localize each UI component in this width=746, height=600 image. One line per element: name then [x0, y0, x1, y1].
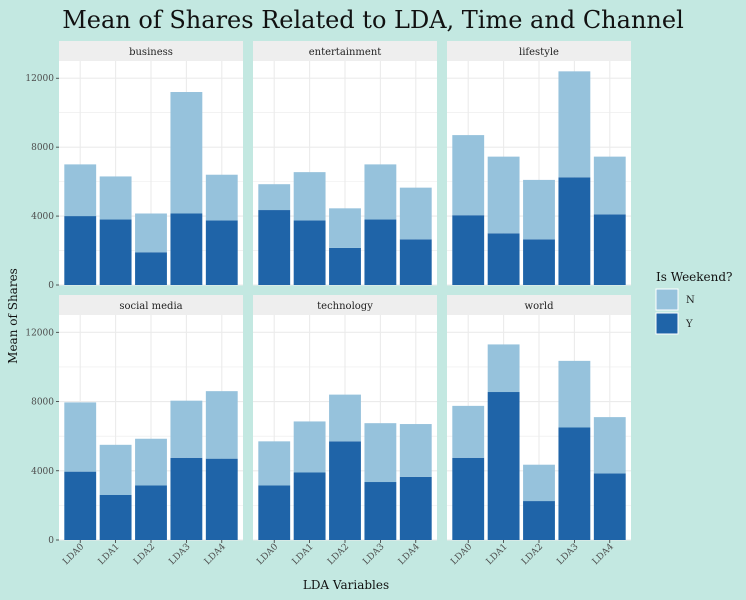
- bar-business-n-lda0: [64, 164, 97, 217]
- bar-world-n-lda4: [593, 417, 626, 474]
- bar-entertainment-y-lda2: [329, 247, 361, 285]
- strip-world: [447, 295, 631, 315]
- bar-social-media-y-lda0: [64, 471, 97, 540]
- bar-lifestyle-y-lda1: [487, 233, 520, 285]
- strip-social-media: [59, 295, 243, 315]
- bar-business-y-lda4: [205, 220, 238, 285]
- bar-world-n-lda1: [487, 344, 520, 393]
- bar-entertainment-n-lda4: [399, 187, 432, 240]
- bar-lifestyle-y-lda0: [452, 215, 485, 285]
- bar-social-media-n-lda4: [205, 391, 238, 459]
- bar-entertainment-n-lda1: [293, 172, 326, 221]
- bar-world-y-lda3: [558, 427, 591, 540]
- y-tick-label-social-media: 4000: [31, 467, 54, 477]
- bar-lifestyle-n-lda4: [593, 156, 626, 215]
- bar-lifestyle-n-lda2: [523, 179, 555, 240]
- bar-entertainment-y-lda3: [364, 219, 397, 285]
- legend: Is Weekend? N Y: [655, 270, 733, 335]
- bar-social-media-y-lda1: [99, 495, 132, 540]
- bar-lifestyle-n-lda3: [558, 71, 591, 178]
- legend-label-n: N: [686, 295, 695, 306]
- bar-world-y-lda0: [452, 457, 485, 540]
- bar-social-media-y-lda3: [170, 457, 203, 540]
- strip-label-world: world: [525, 301, 555, 312]
- bar-technology-y-lda4: [399, 476, 432, 540]
- y-tick-label-social-media: 12000: [25, 328, 54, 338]
- legend-key-y: [655, 312, 679, 335]
- legend-label-y: Y: [685, 319, 693, 330]
- bar-entertainment-y-lda4: [399, 239, 432, 285]
- bar-world-y-lda4: [593, 473, 626, 540]
- bar-technology-y-lda3: [364, 482, 397, 540]
- bar-entertainment-y-lda1: [293, 220, 326, 285]
- bar-technology-n-lda4: [399, 424, 432, 477]
- legend-title: Is Weekend?: [656, 270, 733, 284]
- facet-panels: business 0 4000 8000 12000 entertainment lifes…: [25, 41, 631, 567]
- bar-lifestyle-y-lda3: [558, 177, 591, 285]
- bar-technology-y-lda1: [293, 472, 326, 540]
- strip-label-technology: technology: [317, 301, 373, 312]
- strip-label-business: business: [129, 47, 173, 58]
- chart-title: Mean of Shares Related to LDA, Time and …: [62, 6, 684, 34]
- strip-label-social-media: social media: [119, 301, 182, 312]
- bar-business-y-lda1: [99, 219, 132, 285]
- bar-world-n-lda3: [558, 360, 591, 428]
- bar-business-y-lda2: [135, 252, 167, 285]
- y-axis-title: Mean of Shares: [6, 268, 20, 364]
- bar-entertainment-y-lda0: [258, 210, 291, 285]
- bar-business-n-lda1: [99, 176, 132, 220]
- y-tick-label-business: 4000: [31, 212, 54, 222]
- bar-social-media-n-lda1: [99, 444, 132, 495]
- bar-business-n-lda2: [135, 213, 167, 253]
- strip-technology: [253, 295, 437, 315]
- bar-entertainment-n-lda2: [329, 208, 361, 248]
- bar-technology-n-lda0: [258, 441, 291, 486]
- bar-world-y-lda2: [523, 501, 555, 540]
- bar-technology-n-lda3: [364, 423, 397, 483]
- bar-social-media-n-lda0: [64, 402, 97, 472]
- bar-world-y-lda1: [487, 392, 520, 540]
- bar-social-media-y-lda4: [205, 458, 238, 540]
- bar-lifestyle-y-lda2: [523, 239, 555, 285]
- strip-label-entertainment: entertainment: [309, 47, 382, 58]
- bar-technology-y-lda0: [258, 485, 291, 540]
- y-tick-label-social-media: 8000: [31, 398, 54, 408]
- y-tick-label-business: 12000: [25, 74, 54, 84]
- bar-business-y-lda0: [64, 216, 97, 285]
- bar-business-y-lda3: [170, 213, 203, 285]
- bar-lifestyle-n-lda1: [487, 156, 520, 234]
- bar-world-n-lda2: [523, 464, 555, 502]
- bar-business-n-lda4: [205, 174, 238, 221]
- bar-world-n-lda0: [452, 405, 485, 458]
- strip-entertainment: [253, 41, 437, 61]
- bar-lifestyle-n-lda0: [452, 135, 485, 216]
- bar-lifestyle-y-lda4: [593, 214, 626, 285]
- bar-entertainment-n-lda3: [364, 164, 397, 220]
- legend-key-n: [655, 288, 679, 311]
- bar-social-media-n-lda2: [135, 438, 167, 486]
- bar-entertainment-n-lda0: [258, 184, 291, 211]
- strip-lifestyle: [447, 41, 631, 61]
- bar-technology-n-lda2: [329, 394, 361, 442]
- bar-business-n-lda3: [170, 92, 203, 214]
- strip-label-lifestyle: lifestyle: [519, 47, 559, 58]
- bar-social-media-n-lda3: [170, 400, 203, 458]
- y-tick-label-business: 8000: [31, 143, 54, 153]
- bar-technology-n-lda1: [293, 421, 326, 473]
- y-tick-label-business: 0: [48, 281, 54, 291]
- strip-business: [59, 41, 243, 61]
- bar-social-media-y-lda2: [135, 485, 167, 540]
- y-tick-label-social-media: 0: [48, 536, 54, 546]
- bar-technology-y-lda2: [329, 441, 361, 540]
- x-axis-title: LDA Variables: [303, 578, 389, 592]
